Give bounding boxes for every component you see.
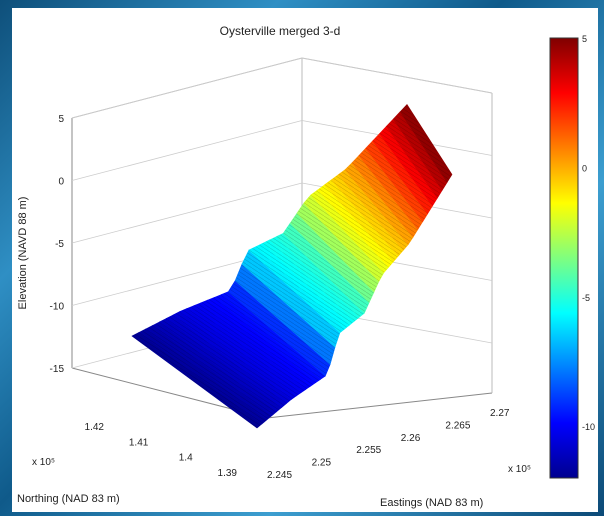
easting-tick-0: 2.245 <box>267 470 292 481</box>
colorbar-tick-2: -5 <box>582 293 590 303</box>
z-gridline-1 <box>71 120 303 181</box>
easting-tick-2: 2.255 <box>356 445 381 456</box>
surface-texture-27 <box>317 184 394 268</box>
elevation-surface <box>131 104 453 429</box>
easting-axis-label: Eastings (NAD 83 m) <box>380 497 483 509</box>
surface-texture-24 <box>297 203 379 292</box>
northing-multiplier: x 10⁵ <box>32 457 55 468</box>
surface-texture-4 <box>159 318 282 412</box>
surface-texture-18 <box>255 243 350 329</box>
surface-texture-13 <box>221 291 326 380</box>
surface-texture-21 <box>276 233 365 318</box>
surface-texture-5 <box>166 314 287 408</box>
surface-texture-14 <box>228 280 331 377</box>
surface-texture-31 <box>345 162 413 245</box>
surface-texture-34 <box>365 140 428 222</box>
easting-tick-3: 2.26 <box>401 433 421 444</box>
z-tick-0: 5 <box>58 114 64 125</box>
easting-tick-4: 2.265 <box>445 420 470 431</box>
z-gridline-0 <box>71 57 303 119</box>
surface-texture-26 <box>310 189 389 273</box>
surface-texture-20 <box>269 236 360 322</box>
z-gridline-2 <box>71 182 303 244</box>
surface-texture-23 <box>290 213 374 303</box>
surface-texture-16 <box>242 250 340 348</box>
surface-texture-3 <box>152 321 277 416</box>
surface-texture-25 <box>303 195 384 282</box>
northing-tick-0: 1.42 <box>85 422 105 433</box>
z-gridline-back-0 <box>301 57 493 94</box>
surface-texture-32 <box>352 155 418 238</box>
easting-tick-5: 2.27 <box>490 408 510 419</box>
easting-multiplier: x 10⁵ <box>508 464 531 475</box>
northing-tick-labels: 1.42 1.41 1.4 1.39 <box>85 422 238 479</box>
surface-texture-11 <box>207 297 316 387</box>
colorbar-tick-1: 0 <box>582 163 587 173</box>
surface-texture-0 <box>132 332 262 428</box>
surface-texture-17 <box>248 246 345 333</box>
z-tick-3: -10 <box>50 302 65 313</box>
surface-texture-28 <box>324 179 399 262</box>
northing-axis-label: Northing (NAD 83 m) <box>17 493 120 505</box>
surface-texture-7 <box>180 308 296 400</box>
surface-texture-38 <box>393 111 448 191</box>
surface-texture-29 <box>331 174 404 256</box>
surface-texture-35 <box>372 133 433 214</box>
surface-texture-33 <box>358 148 423 230</box>
surface-texture-6 <box>173 311 292 404</box>
surface-plot: 5 0 -5 -10 -15 1.42 1.41 1.4 1.39 2.245 2.25 2.25… <box>17 24 595 509</box>
easting-tick-1: 2.25 <box>312 458 332 469</box>
surface-texture-39 <box>400 104 452 183</box>
chart-title: Oysterville merged 3-d <box>220 24 341 38</box>
colorbar-tick-3: -10 <box>582 422 595 432</box>
northing-tick-1: 1.41 <box>129 437 149 448</box>
surface-texture-19 <box>262 240 355 325</box>
surface-texture-22 <box>283 223 370 314</box>
surface-texture-15 <box>235 264 335 365</box>
colorbar <box>549 37 579 479</box>
z-tick-4: -15 <box>50 364 65 375</box>
surface-texture-10 <box>200 300 311 390</box>
z-tick-2: -5 <box>55 239 64 250</box>
northing-tick-3: 1.39 <box>218 468 238 479</box>
z-axis-label: Elevation (NAVD 88 m) <box>17 197 29 310</box>
surface-texture-8 <box>187 305 301 397</box>
surface-texture-30 <box>338 169 409 251</box>
northing-tick-2: 1.4 <box>179 453 193 464</box>
surface-texture-36 <box>379 126 438 206</box>
easting-tick-labels: 2.245 2.25 2.255 2.26 2.265 2.27 <box>267 408 510 481</box>
surface-texture-9 <box>193 302 306 393</box>
chart-area: 5 0 -5 -10 -15 1.42 1.41 1.4 1.39 2.245 2.25 2.25… <box>12 8 598 512</box>
surface-texture-37 <box>386 119 443 199</box>
z-tick-labels: 5 0 -5 -10 -15 <box>50 114 65 375</box>
surface-texture-1 <box>138 328 267 424</box>
surface-texture-2 <box>145 325 272 420</box>
surface-texture-12 <box>214 294 321 383</box>
colorbar-tick-0: 5 <box>582 34 587 44</box>
colorbar-tick-labels: 5 0 -5 -10 <box>582 34 595 432</box>
z-tick-1: 0 <box>58 177 64 188</box>
